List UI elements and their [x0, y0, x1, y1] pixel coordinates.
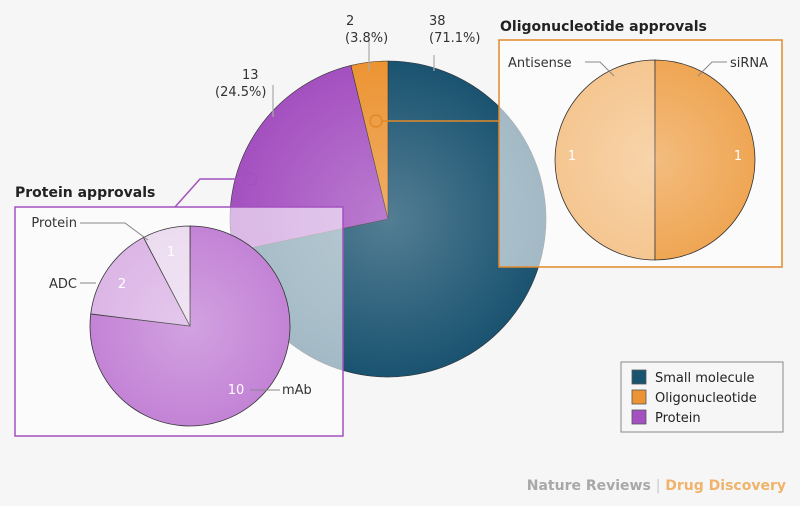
main-value-label: 2: [346, 14, 354, 29]
oligo-approvals-title: Oligonucleotide approvals: [500, 19, 707, 35]
legend-label: Protein: [655, 411, 701, 426]
main-percent-label: (3.8%): [345, 31, 388, 46]
oligo-value-label: 1: [734, 149, 742, 164]
protein-category-label: ADC: [49, 277, 77, 292]
oligo-category-label: siRNA: [730, 56, 768, 71]
main-percent-label: (24.5%): [215, 85, 266, 100]
protein-leader-line: [80, 222, 149, 241]
protein-shading: [90, 226, 290, 426]
oligo-leader-line: [585, 61, 615, 77]
legend-swatch-small-molecule: [631, 369, 647, 385]
legend-swatch-oligonucleotide: [631, 389, 647, 405]
footer-section: Drug Discovery: [665, 478, 786, 494]
oligo-category-label: Antisense: [508, 56, 572, 71]
footer-credit: Nature Reviews | Drug Discovery: [527, 478, 786, 494]
protein-connector-marker: [244, 172, 258, 186]
main-value-label: 38: [429, 14, 446, 29]
protein-category-label: Protein: [31, 216, 77, 231]
footer-journal: Nature Reviews: [526, 478, 651, 494]
main-percent-label: (71.1%): [429, 31, 480, 46]
protein-approvals-title: Protein approvals: [15, 185, 155, 201]
legend-box: [620, 361, 784, 433]
legend-label: Oligonucleotide: [655, 391, 757, 406]
oligo-leader-line: [697, 61, 727, 77]
footer-separator: |: [655, 478, 661, 494]
protein-value-label: 1: [167, 245, 175, 260]
oligo-shading: [555, 60, 755, 260]
legend-swatch-protein: [631, 409, 647, 425]
legend-label: Small molecule: [655, 371, 754, 386]
protein-category-label: mAb: [282, 383, 312, 398]
protein-connector-line: [174, 178, 245, 208]
oligo-value-label: 1: [568, 149, 576, 164]
protein-value-label: 2: [118, 277, 126, 292]
protein-value-label: 10: [228, 383, 245, 398]
main-value-label: 13: [242, 68, 259, 83]
oligo-connector-marker: [369, 114, 383, 128]
